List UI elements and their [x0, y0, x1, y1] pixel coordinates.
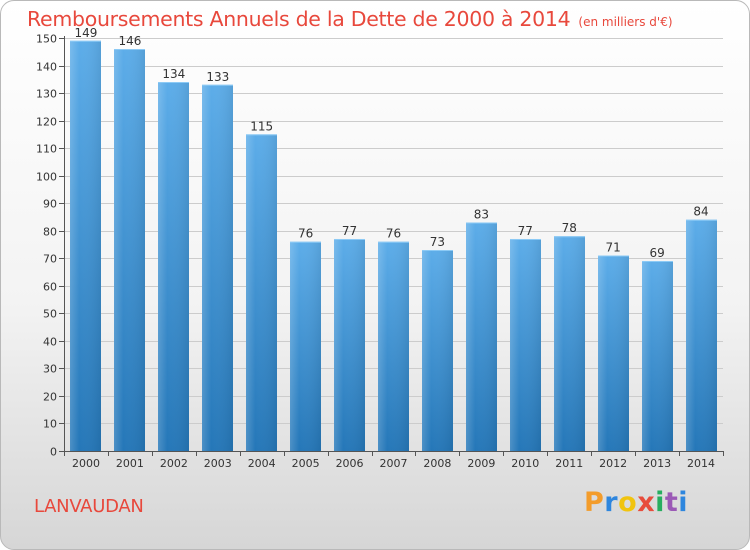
bar-shade-2009: [466, 222, 497, 451]
data-label-2011: 78: [562, 221, 577, 235]
data-label-2001: 146: [118, 34, 141, 48]
bar-shade-2006: [334, 238, 365, 451]
y-tick-label: 120: [36, 116, 57, 129]
brand-letter: x: [637, 487, 656, 518]
x-tick-label: 2005: [292, 457, 320, 470]
chart-subtitle: (en milliers d'€): [578, 15, 673, 29]
label-layer: 149 146 134 133 115 76 77 76 73 83 77 78 71 69 84: [75, 26, 709, 260]
bar-shade-2010: [510, 238, 541, 451]
x-tick-label: 2000: [72, 457, 100, 470]
bar-shade-2005: [290, 241, 321, 451]
y-tick-label: 60: [43, 281, 57, 294]
x-tick-label: 2011: [555, 457, 583, 470]
y-tick-label: 80: [43, 226, 57, 239]
x-tick-label: 2006: [336, 457, 364, 470]
x-tick-label: 2002: [160, 457, 188, 470]
data-label-2014: 84: [693, 205, 708, 219]
bar-shade-2011: [554, 236, 585, 451]
bar-shade-2004: [246, 134, 277, 451]
x-tick-label: 2012: [599, 457, 627, 470]
data-label-2000: 149: [75, 26, 98, 40]
data-label-2008: 73: [430, 235, 445, 249]
axis-layer: 0 10 20 30 40 50 60 70 80 90 100 110 120 130 140 150 200…: [36, 33, 724, 470]
x-tick-label: 2007: [380, 457, 408, 470]
data-label-2007: 76: [386, 227, 401, 241]
data-label-2003: 133: [206, 70, 229, 84]
brand-letter: i: [655, 487, 665, 518]
y-tick-label: 90: [43, 198, 57, 211]
chart-title: Remboursements Annuels de la Dette de 20…: [27, 7, 673, 31]
bar-shade-2008: [422, 250, 453, 451]
bar-shade-2012: [598, 255, 629, 451]
y-tick-label: 20: [43, 391, 57, 404]
location-name: LANVAUDAN: [34, 496, 144, 517]
data-label-2002: 134: [162, 67, 185, 81]
bar-layer: [70, 40, 717, 452]
y-tick-label: 40: [43, 336, 57, 349]
data-label-2005: 76: [298, 227, 313, 241]
brand-letter: P: [584, 487, 605, 518]
y-tick-label: 100: [36, 171, 57, 184]
x-tick-label: 2004: [248, 457, 276, 470]
bar-shade-2000: [70, 40, 101, 452]
x-tick-label: 2001: [116, 457, 144, 470]
x-tick-label: 2003: [204, 457, 232, 470]
bar-shade-2007: [378, 241, 409, 451]
brand-letter: i: [678, 487, 689, 518]
y-tick-label: 70: [43, 253, 57, 266]
brand-letter: r: [604, 487, 619, 518]
y-tick-label: 150: [36, 33, 57, 46]
bar-shade-2014: [686, 219, 717, 451]
data-label-2013: 69: [649, 246, 664, 260]
y-tick-label: 110: [36, 143, 57, 156]
y-tick-label: 30: [43, 363, 57, 376]
chart-title-text: Remboursements Annuels de la Dette de 20…: [27, 7, 571, 31]
y-tick-label: 10: [43, 418, 57, 431]
bar-shade-2003: [202, 84, 233, 451]
y-tick-label: 130: [36, 88, 57, 101]
data-label-2012: 71: [606, 241, 621, 255]
data-label-2010: 77: [518, 224, 533, 238]
x-tick-label: 2010: [511, 457, 539, 470]
x-tick-label: 2013: [643, 457, 671, 470]
bar-shade-2013: [642, 261, 673, 451]
y-tick-label: 0: [50, 446, 57, 459]
data-label-2006: 77: [342, 224, 357, 238]
bar-shade-2002: [158, 82, 189, 451]
y-tick-label: 140: [36, 61, 57, 74]
x-tick-label: 2009: [467, 457, 495, 470]
data-label-2009: 83: [474, 207, 489, 221]
y-tick-label: 50: [43, 308, 57, 321]
x-tick-label: 2014: [687, 457, 715, 470]
x-tick-label: 2008: [423, 457, 451, 470]
brand-letter: t: [664, 487, 679, 518]
brand-letter: o: [618, 487, 638, 518]
brand-logo[interactable]: Proxiti: [584, 487, 688, 518]
bar-shade-2001: [114, 49, 145, 451]
data-label-2004: 115: [250, 119, 273, 133]
